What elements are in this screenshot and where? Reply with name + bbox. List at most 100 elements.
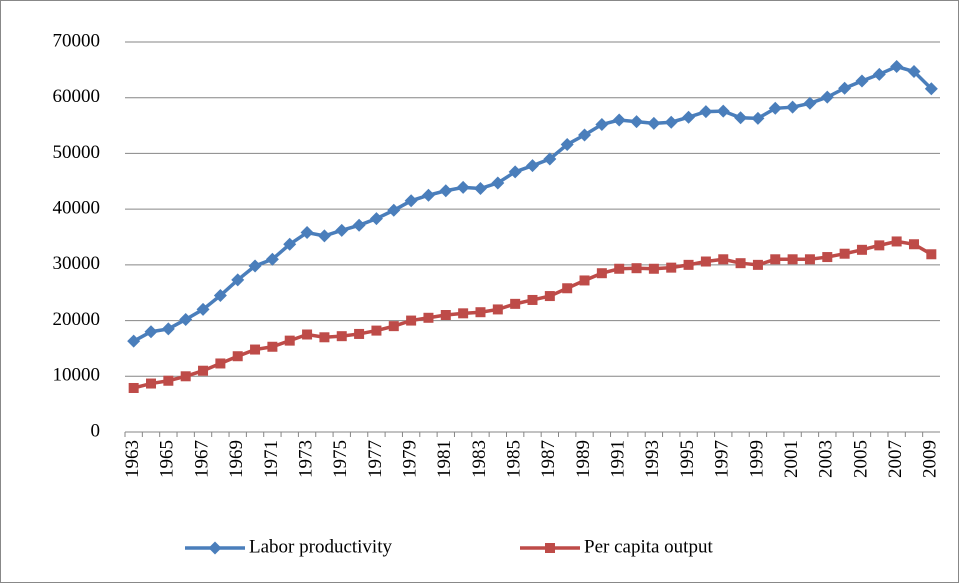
legend-label: Labor productivity (249, 536, 392, 557)
x-tick-label: 2005 (850, 440, 871, 478)
point (423, 312, 434, 323)
point (647, 116, 661, 130)
y-tick-label: 30000 (53, 253, 101, 274)
point (787, 254, 798, 265)
point (492, 304, 503, 315)
point (440, 310, 451, 320)
point (803, 96, 817, 110)
x-tick-label: 2003 (816, 440, 837, 478)
point (491, 176, 505, 190)
point (213, 289, 227, 302)
point (682, 110, 696, 124)
x-tick-label: 1979 (399, 440, 420, 478)
point (232, 351, 243, 362)
y-tick-label: 40000 (53, 198, 101, 219)
x-tick-label: 1985 (504, 440, 525, 478)
point (820, 90, 834, 104)
point (508, 165, 522, 179)
point (473, 182, 487, 196)
point (319, 332, 330, 343)
point (335, 223, 349, 237)
y-tick-label: 60000 (53, 86, 101, 107)
point (439, 184, 453, 198)
point (300, 226, 314, 240)
point (215, 358, 226, 369)
point (924, 82, 938, 96)
point (196, 302, 210, 316)
x-tick-label: 1975 (330, 440, 351, 478)
point (579, 275, 590, 286)
point (822, 252, 833, 263)
y-tick-label: 70000 (53, 30, 101, 51)
point (267, 341, 278, 352)
point (179, 312, 193, 326)
point (699, 105, 713, 119)
x-tick-label: 2001 (781, 440, 802, 478)
x-tick-label: 2007 (885, 440, 906, 478)
point (838, 81, 852, 95)
point (456, 180, 470, 194)
point (163, 375, 174, 386)
point (612, 113, 626, 127)
point (231, 273, 245, 287)
point (388, 321, 399, 332)
x-tick-label: 1965 (157, 440, 178, 478)
point (872, 67, 886, 81)
point (666, 262, 677, 273)
point (770, 254, 781, 265)
point (475, 307, 486, 318)
point (127, 334, 141, 348)
point (891, 236, 902, 247)
point (161, 322, 175, 336)
point (630, 115, 644, 129)
point (683, 259, 694, 270)
y-tick-label: 20000 (53, 309, 101, 330)
x-tick-label: 1989 (573, 440, 594, 478)
x-tick-label: 2009 (920, 440, 941, 478)
point (735, 258, 746, 269)
point (839, 248, 850, 259)
point (856, 244, 867, 255)
point (387, 203, 401, 217)
point (404, 194, 418, 208)
legend-marker (208, 541, 222, 555)
point (751, 111, 765, 125)
point (700, 256, 711, 267)
x-tick-label: 1967 (191, 440, 212, 478)
point (527, 294, 538, 305)
y-tick-label: 0 (91, 420, 101, 441)
point (543, 152, 557, 166)
y-tick-label: 10000 (53, 365, 101, 386)
point (284, 335, 295, 346)
point (265, 252, 279, 266)
legend-marker (545, 543, 555, 553)
point (317, 229, 331, 243)
point (144, 325, 158, 339)
point (354, 328, 365, 339)
x-tick-label: 1981 (434, 440, 455, 478)
point (752, 259, 763, 270)
x-tick-label: 1971 (261, 440, 282, 478)
point (128, 382, 139, 393)
point (510, 298, 521, 309)
x-tick-label: 1977 (365, 440, 386, 478)
point (804, 254, 815, 265)
point (369, 212, 383, 226)
point (421, 188, 435, 202)
point (855, 74, 869, 88)
point (283, 237, 297, 251)
point (908, 239, 919, 250)
point (614, 263, 625, 274)
point (198, 365, 209, 376)
point (336, 331, 347, 342)
point (786, 100, 800, 114)
x-tick-label: 1991 (608, 440, 629, 478)
point (890, 60, 904, 74)
point (180, 371, 191, 382)
point (595, 117, 609, 131)
x-tick-label: 1995 (677, 440, 698, 478)
point (716, 104, 730, 118)
point (371, 325, 382, 336)
point (250, 344, 261, 355)
